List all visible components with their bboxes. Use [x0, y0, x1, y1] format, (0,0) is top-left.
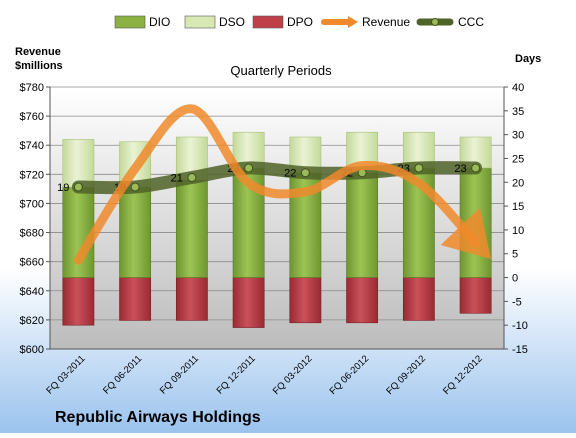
- ccc-data-label: 22: [284, 168, 296, 180]
- ccc-marker: [414, 163, 424, 173]
- dpo-bar: [402, 277, 435, 321]
- legend-label: DSO: [219, 15, 245, 29]
- plot-area: [50, 87, 504, 349]
- ccc-data-label: 23: [454, 163, 466, 175]
- right-axis-tick-label: 10: [512, 225, 524, 237]
- dpo-bar: [119, 277, 152, 321]
- legend-label: Revenue: [362, 15, 410, 29]
- right-axis-tick-label: -5: [512, 296, 522, 308]
- legend-swatch-marker: [431, 18, 439, 26]
- dpo-bar: [289, 277, 322, 324]
- left-axis-tick-label: $720: [20, 169, 44, 181]
- ccc-data-label: 21: [171, 173, 183, 185]
- legend-label: CCC: [458, 15, 484, 29]
- left-axis-tick-label: $700: [20, 198, 44, 210]
- ccc-marker: [300, 168, 310, 178]
- right-axis-tick-label: 30: [512, 130, 524, 142]
- left-axis-tick-label: $740: [20, 140, 44, 152]
- legend-item: DIO: [114, 15, 170, 29]
- right-axis-tick-label: -10: [512, 320, 528, 332]
- revenue-line: [73, 104, 492, 265]
- legend-item: DSO: [184, 15, 245, 29]
- legend-item: CCC: [416, 15, 484, 29]
- dio-bar: [459, 167, 492, 278]
- legend-swatch: [114, 15, 146, 29]
- dpo-bar: [459, 277, 492, 314]
- legend-item: Revenue: [321, 15, 410, 29]
- legend-swatch: [184, 15, 216, 29]
- ccc-marker: [471, 163, 481, 173]
- dpo-bar: [346, 277, 379, 324]
- right-axis-tick-label: 15: [512, 201, 524, 213]
- right-axis-tick-label: 5: [512, 249, 518, 261]
- dio-bar: [175, 179, 208, 278]
- right-axis-tick-label: 25: [512, 153, 524, 165]
- ccc-line: [71, 161, 483, 195]
- right-axis-tick-label: 0: [512, 273, 518, 285]
- legend-label: DPO: [287, 15, 313, 29]
- dpo-bar: [232, 277, 265, 328]
- ccc-marker: [130, 182, 140, 192]
- legend: DIO DSO DPO Revenue CCC: [114, 15, 484, 29]
- right-axis-tick-label: 40: [512, 82, 524, 94]
- left-axis-label-line1: Revenue: [15, 46, 61, 58]
- left-axis-tick-label: $680: [20, 228, 44, 240]
- legend-swatch-arrow: [348, 16, 358, 28]
- ccc-marker: [244, 163, 254, 173]
- ccc-marker: [73, 182, 83, 192]
- legend-swatch: [252, 15, 284, 29]
- legend-item: DPO: [252, 15, 313, 29]
- dpo-bar: [62, 277, 95, 326]
- right-axis-tick-label: -15: [512, 344, 528, 356]
- right-axis-tick-label: 35: [512, 106, 524, 118]
- right-axis-tick-label: 20: [512, 177, 524, 189]
- left-axis-tick-label: $780: [20, 82, 44, 94]
- left-axis-tick-label: $640: [20, 286, 44, 298]
- legend-label: DIO: [149, 15, 170, 29]
- right-axis-label: Days: [515, 53, 541, 65]
- dso-bar: [62, 139, 95, 188]
- dpo-bar: [175, 277, 208, 321]
- chart-title: Quarterly Periods: [230, 63, 332, 78]
- ccc-data-label: 19: [57, 182, 69, 194]
- ccc-marker: [187, 173, 197, 183]
- left-axis-tick-label: $600: [20, 344, 44, 356]
- left-axis-tick-label: $660: [20, 257, 44, 269]
- left-axis-tick-label: $760: [20, 111, 44, 123]
- left-axis-tick-label: $620: [20, 315, 44, 327]
- dio-bar: [346, 172, 379, 278]
- company-name: Republic Airways Holdings: [55, 409, 261, 426]
- left-axis-label-line2: $millions: [15, 60, 63, 72]
- dio-bar: [119, 186, 152, 278]
